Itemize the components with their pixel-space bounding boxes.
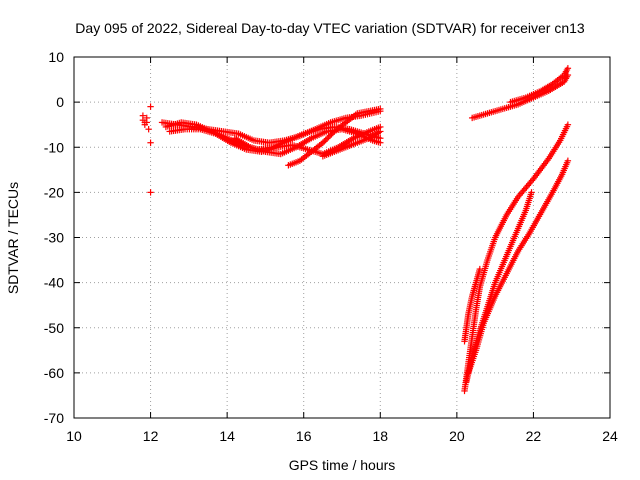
plot-frame [73, 56, 611, 419]
x-tick-label: 16 [296, 428, 312, 444]
data-point [321, 138, 328, 145]
data-point [377, 139, 384, 146]
data-point [147, 103, 154, 110]
y-tick-label: -50 [44, 320, 64, 336]
y-tick-label: -60 [44, 365, 64, 381]
y-tick-label: 10 [48, 49, 64, 65]
x-tick-label: 24 [602, 428, 618, 444]
data-point [319, 139, 327, 146]
data-point [147, 189, 154, 196]
x-tick-label: 22 [526, 428, 542, 444]
data-point [476, 265, 484, 273]
x-axis-label: GPS time / hours [289, 457, 396, 473]
chart-title: Day 095 of 2022, Sidereal Day-to-day VTE… [75, 20, 585, 36]
data-point [377, 128, 384, 135]
points-layer [139, 65, 572, 395]
tick-layer: 10 12 14 16 18 20 22 24 10 0 -10 -20 -30 -40 -50 -60 -70 [44, 49, 618, 444]
data-point [145, 126, 152, 133]
x-tick-label: 18 [372, 428, 388, 444]
data-point [326, 132, 334, 139]
data-point [564, 65, 572, 72]
y-tick-label: -70 [44, 410, 64, 426]
y-tick-label: -40 [44, 275, 64, 291]
data-point [564, 157, 572, 164]
data-point [328, 131, 335, 138]
data-point [147, 139, 154, 146]
x-tick-label: 14 [219, 428, 235, 444]
data-point [325, 133, 332, 141]
data-point [377, 105, 384, 113]
y-tick-label: 0 [56, 94, 64, 110]
data-point [323, 135, 331, 142]
data-point [564, 121, 572, 128]
y-tick-label: -30 [44, 230, 64, 246]
y-tick-label: -10 [44, 139, 64, 155]
y-tick-label: -20 [44, 184, 64, 200]
grid-layer [74, 57, 610, 418]
data-point [143, 114, 150, 122]
data-point [528, 189, 535, 196]
x-tick-label: 12 [143, 428, 159, 444]
data-point [141, 119, 149, 126]
x-tick-label: 20 [449, 428, 465, 444]
data-point [139, 112, 147, 119]
y-axis-label: SDTVAR / TECUs [5, 182, 21, 294]
x-tick-label: 10 [66, 428, 82, 444]
data-point [322, 136, 329, 144]
